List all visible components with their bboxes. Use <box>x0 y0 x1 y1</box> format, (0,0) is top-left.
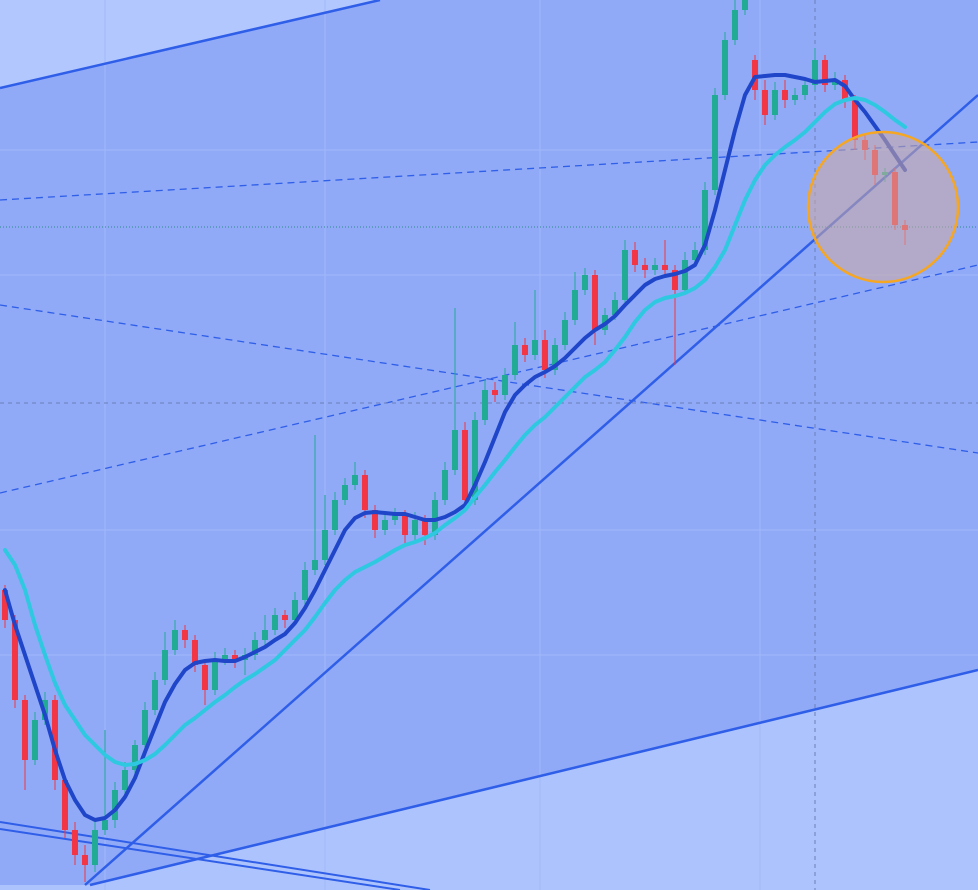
candle-body <box>142 710 148 745</box>
candle-body <box>322 530 328 560</box>
candle-body <box>692 250 698 260</box>
candle-body <box>512 345 518 375</box>
candle-body <box>432 500 438 535</box>
dashed-line <box>0 304 978 454</box>
candle-body <box>152 680 158 710</box>
candle-body <box>622 250 628 300</box>
candle-body <box>392 515 398 520</box>
candle-body <box>2 590 8 620</box>
candle-body <box>372 510 378 530</box>
trend-line <box>0 828 401 890</box>
candle-body <box>492 390 498 395</box>
candle-body <box>532 340 538 355</box>
candle-body <box>632 250 638 265</box>
candle-body <box>542 340 548 370</box>
candle-body <box>402 515 408 535</box>
moving-average-line <box>3 96 907 767</box>
candle-body <box>652 265 658 270</box>
candle-body <box>262 630 268 640</box>
candle-body <box>792 95 798 100</box>
candle-body <box>462 430 468 500</box>
candle-body <box>212 660 218 690</box>
candle-body <box>662 265 668 270</box>
candle-body <box>382 520 388 530</box>
candle-body <box>772 90 778 115</box>
candle-body <box>722 40 728 95</box>
candle-body <box>92 830 98 865</box>
candle-body <box>132 745 138 770</box>
candle-body <box>182 630 188 640</box>
candle-body <box>362 475 368 510</box>
candle-body <box>122 770 128 790</box>
candle-body <box>302 570 308 600</box>
candle-body <box>202 665 208 690</box>
candle-body <box>482 390 488 420</box>
candle-body <box>762 90 768 115</box>
candle-body <box>552 345 558 370</box>
candle-body <box>612 300 618 315</box>
candle-body <box>312 560 318 570</box>
candle-body <box>782 90 788 100</box>
candle-body <box>52 700 58 780</box>
candle-body <box>82 855 88 865</box>
candle-body <box>822 60 828 85</box>
candle-body <box>62 780 68 830</box>
candle-body <box>852 100 858 140</box>
candle-body <box>452 430 458 470</box>
candle-body <box>282 615 288 620</box>
candle-body <box>172 630 178 650</box>
candle-body <box>102 820 108 830</box>
candle-body <box>682 260 688 290</box>
candle-body <box>422 520 428 535</box>
candle-body <box>502 375 508 395</box>
candle-body <box>802 85 808 95</box>
candle-body <box>592 275 598 330</box>
candle-body <box>732 10 738 40</box>
candle-body <box>642 265 648 270</box>
candle-body <box>472 420 478 500</box>
channel-upper-line <box>0 0 381 90</box>
moving-average-line <box>3 73 907 822</box>
candle-body <box>832 80 838 85</box>
candle-body <box>32 720 38 760</box>
candle-body <box>412 520 418 535</box>
candle-body <box>572 290 578 320</box>
candle-body <box>332 500 338 530</box>
highlight-circle <box>806 130 960 284</box>
candle-body <box>842 80 848 100</box>
candle-body <box>742 0 748 10</box>
candle-body <box>192 640 198 665</box>
dashed-line <box>0 141 978 201</box>
candle-body <box>232 655 238 660</box>
candle-body <box>522 345 528 355</box>
candle-body <box>112 790 118 820</box>
candle-body <box>352 475 358 485</box>
candle-body <box>562 320 568 345</box>
candle-body <box>672 270 678 290</box>
candle-body <box>712 95 718 190</box>
candle-body <box>162 650 168 680</box>
candle-body <box>582 275 588 290</box>
candle-body <box>812 60 818 85</box>
candle-body <box>342 485 348 500</box>
candle-body <box>272 615 278 630</box>
dashed-lines <box>0 141 978 494</box>
candle-body <box>222 655 228 660</box>
candle-body <box>72 830 78 855</box>
candle-body <box>442 470 448 500</box>
channel-lower-line <box>89 668 978 887</box>
candle-body <box>252 640 258 655</box>
channel-lower-area <box>0 670 978 890</box>
trend-line <box>0 821 431 890</box>
candle-body <box>702 190 708 250</box>
candle-body <box>22 700 28 760</box>
candle-body <box>12 620 18 700</box>
candle-body <box>292 600 298 620</box>
